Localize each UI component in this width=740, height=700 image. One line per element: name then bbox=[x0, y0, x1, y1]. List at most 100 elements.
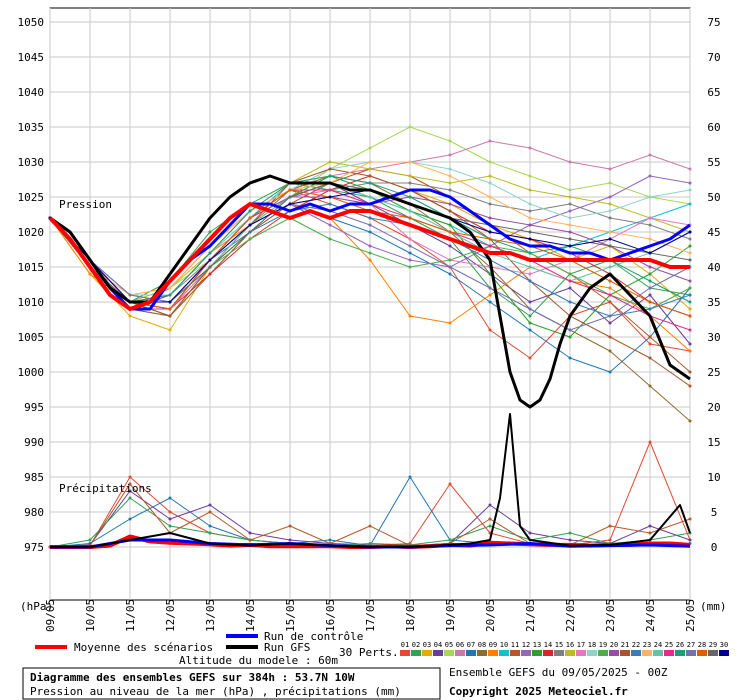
data-point bbox=[368, 251, 372, 255]
data-point bbox=[648, 531, 652, 535]
data-point bbox=[448, 174, 452, 178]
legend-gfs-label: Run GFS bbox=[264, 641, 310, 654]
data-point bbox=[528, 146, 532, 150]
right-tick-label: 75 bbox=[707, 16, 720, 29]
left-tick-label: 1040 bbox=[18, 86, 45, 99]
data-point bbox=[168, 293, 172, 297]
pert-number: 28 bbox=[698, 641, 706, 649]
data-point bbox=[408, 216, 412, 220]
pert-swatch bbox=[719, 650, 729, 656]
data-point bbox=[528, 279, 532, 283]
pert-swatch bbox=[488, 650, 498, 656]
pert-swatch bbox=[521, 650, 531, 656]
data-point bbox=[328, 202, 332, 206]
data-point bbox=[608, 167, 612, 171]
data-point bbox=[608, 314, 612, 318]
precipitation-lines bbox=[48, 413, 692, 549]
pressure-lines bbox=[48, 125, 692, 423]
data-point bbox=[568, 209, 572, 213]
data-point bbox=[568, 538, 572, 542]
right-axis-unit: (mm) bbox=[700, 600, 727, 613]
ensemble-info: Ensemble GEFS du 09/05/2025 - 00Z bbox=[449, 666, 668, 679]
pert-number: 06 bbox=[456, 641, 464, 649]
data-point bbox=[688, 279, 692, 283]
x-tick-label: 19/05 bbox=[444, 599, 457, 632]
precip-main-line bbox=[50, 413, 691, 548]
data-point bbox=[688, 244, 692, 248]
pert-swatch bbox=[609, 650, 619, 656]
data-point bbox=[248, 538, 252, 542]
data-point bbox=[608, 181, 612, 185]
data-point bbox=[128, 496, 132, 500]
data-point bbox=[688, 538, 692, 542]
data-point bbox=[568, 300, 572, 304]
pert-swatch bbox=[653, 650, 663, 656]
data-point bbox=[608, 216, 612, 220]
data-point bbox=[568, 244, 572, 248]
data-point bbox=[208, 230, 212, 234]
pert-number: 27 bbox=[687, 641, 695, 649]
data-point bbox=[488, 272, 492, 276]
data-point bbox=[128, 517, 132, 521]
data-point bbox=[568, 272, 572, 276]
pert-swatch bbox=[598, 650, 608, 656]
data-point bbox=[688, 286, 692, 290]
data-point bbox=[368, 181, 372, 185]
data-point bbox=[608, 349, 612, 353]
pert-number: 16 bbox=[566, 641, 574, 649]
data-point bbox=[608, 279, 612, 283]
data-point bbox=[328, 188, 332, 192]
data-point bbox=[248, 237, 252, 241]
data-point bbox=[528, 314, 532, 318]
data-point bbox=[208, 265, 212, 269]
data-point bbox=[408, 314, 412, 318]
left-tick-label: 1005 bbox=[18, 331, 45, 344]
data-point bbox=[408, 265, 412, 269]
pert-swatch bbox=[532, 650, 542, 656]
legend: Moyenne des scénarios Run de contrôle Ru… bbox=[35, 630, 729, 667]
precip-label: Précipitations bbox=[59, 482, 152, 495]
right-tick-label: 15 bbox=[707, 436, 720, 449]
data-point bbox=[648, 293, 652, 297]
pert-swatch bbox=[499, 650, 509, 656]
data-point bbox=[688, 167, 692, 171]
perturbation-legend: 01 02 03 04 05 06 07 08 09 10 11 12 13 14 15 16 17 18 19 20… bbox=[400, 641, 729, 656]
data-point bbox=[448, 209, 452, 213]
x-tick-label: 23/05 bbox=[604, 599, 617, 632]
left-tick-label: 990 bbox=[24, 436, 44, 449]
data-point bbox=[528, 174, 532, 178]
data-point bbox=[368, 160, 372, 164]
data-point bbox=[408, 209, 412, 213]
footer-subtitle: Pression au niveau de la mer (hPa) , pré… bbox=[30, 685, 401, 698]
left-tick-label: 1050 bbox=[18, 16, 45, 29]
data-point bbox=[448, 265, 452, 269]
data-point bbox=[608, 370, 612, 374]
data-point bbox=[608, 538, 612, 542]
data-point bbox=[328, 195, 332, 199]
right-tick-label: 60 bbox=[707, 121, 720, 134]
left-tick-label: 985 bbox=[24, 471, 44, 484]
data-point bbox=[568, 237, 572, 241]
data-point bbox=[648, 286, 652, 290]
data-point bbox=[488, 286, 492, 290]
right-tick-label: 20 bbox=[707, 401, 720, 414]
data-point bbox=[408, 258, 412, 262]
data-point bbox=[368, 195, 372, 199]
data-point bbox=[568, 195, 572, 199]
data-point bbox=[368, 542, 372, 545]
pert-swatch bbox=[411, 650, 421, 656]
x-tick-label: 16/05 bbox=[324, 599, 337, 632]
pert-swatch bbox=[631, 650, 641, 656]
data-point bbox=[648, 307, 652, 311]
left-tick-label: 975 bbox=[24, 541, 44, 554]
data-point bbox=[128, 293, 132, 297]
data-point bbox=[408, 174, 412, 178]
data-point bbox=[328, 237, 332, 241]
data-point bbox=[608, 293, 612, 297]
pert-swatch bbox=[565, 650, 575, 656]
right-tick-label: 5 bbox=[711, 506, 718, 519]
data-point bbox=[168, 496, 172, 500]
data-point bbox=[248, 531, 252, 535]
data-point bbox=[408, 195, 412, 199]
left-tick-label: 1030 bbox=[18, 156, 45, 169]
